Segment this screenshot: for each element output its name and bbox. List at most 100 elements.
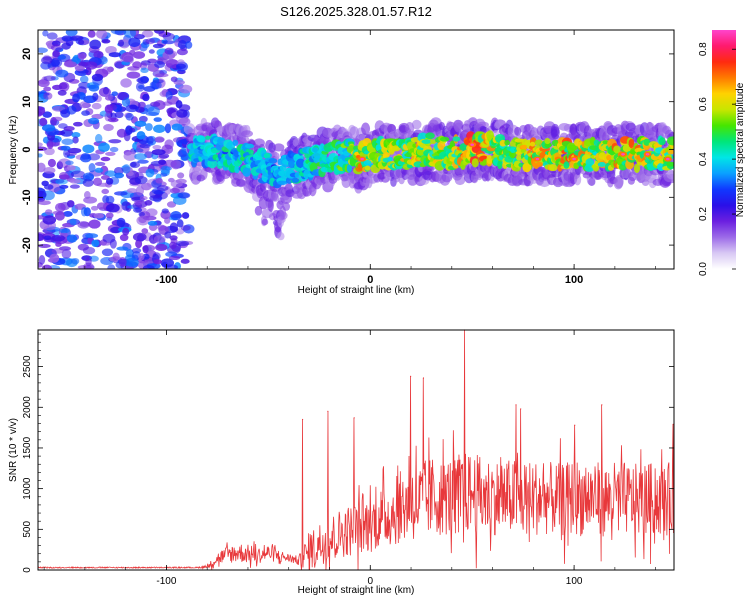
spectrogram-heatmap [38,30,674,269]
noise-blob [185,41,193,49]
noise-blob [126,71,141,79]
colorbar-ticks: 0.0 0.2 0.4 0.6 0.8 [698,42,736,276]
noise-blob [180,225,191,231]
ridge-blob [486,154,493,165]
noise-blob [101,39,111,44]
ridge-blob [248,149,254,155]
snr-spike-point [410,375,412,377]
ridge-blob [606,154,612,161]
noise-blob [101,188,110,195]
ridge-halo [276,211,288,220]
ridge-halo [239,135,250,142]
colorbar-tick-label: 0.6 [698,97,709,111]
ridge-halo [254,205,263,216]
ridge-blob [242,167,252,177]
noise-blob [58,123,68,129]
noise-blob [152,144,162,150]
ridge-halo [411,119,422,130]
noise-blob [104,170,117,177]
snr-y-tick-label: 2000 [22,396,33,419]
noise-blob [38,200,51,206]
noise-blob [168,255,181,261]
noise-blob [43,92,53,100]
noise-blob [57,89,67,96]
noise-blob [80,206,88,217]
ridge-blob [666,161,674,167]
noise-blob [79,75,89,84]
noise-blob [177,172,185,179]
noise-blob [136,131,146,140]
snr-spike-point [422,377,425,379]
noise-blob [122,164,131,174]
snr-y-tick-label: 2500 [22,355,33,378]
ridge-blob [234,165,240,174]
noise-blob [93,50,104,59]
noise-blob [112,252,120,261]
noise-blob [67,147,82,154]
noise-blob [61,249,72,259]
noise-blob [63,61,77,68]
ridge-blob [268,158,278,164]
noise-blob [137,76,149,84]
noise-blob [49,253,60,263]
noise-blob [169,241,177,250]
noise-blob [71,257,80,265]
noise-blob [100,156,111,162]
noise-blob [177,192,191,199]
noise-blob [109,146,119,153]
noise-blob [165,58,179,69]
noise-blob [57,54,67,60]
noise-blob [92,177,103,186]
ridge-blob [471,158,479,168]
spectrogram-x-tick-label: 0 [367,274,373,286]
noise-blob [162,159,177,168]
colorbar: 0.0 0.2 0.4 0.6 0.8 Normalized spectral ampl… [698,30,746,276]
noise-blob [154,30,165,34]
noise-blob [123,30,137,38]
noise-blob [114,191,128,196]
hot-spot-core [645,153,650,156]
snr-spike-point [353,417,355,419]
noise-blob [65,30,78,37]
ridge-blob [346,163,353,173]
ridge-blob [628,138,635,149]
noise-blob [177,149,187,158]
noise-blob [147,220,158,226]
noise-blob [38,243,51,248]
colorbar-tick-label: 0.4 [698,152,709,166]
noise-blob [88,162,96,173]
noise-blob [165,90,173,100]
noise-blob [181,212,190,219]
noise-blob [171,123,183,131]
spectrogram-x-axis-label: Height of straight line (km) [298,285,415,296]
noise-blob [145,136,154,144]
ridge-blob [667,149,674,155]
ridge-blob [232,139,239,146]
noise-blob [116,91,128,101]
ridge-halo [268,142,276,153]
noise-blob [119,234,129,242]
noise-blob [43,184,54,190]
spectrogram-y-axis-label: Frequency (Hz) [8,116,19,185]
noise-blob [141,30,154,38]
noise-blob [116,246,129,251]
noise-blob [139,143,151,149]
noise-blob [77,39,85,45]
snr-y-tick-label: 1500 [22,436,33,459]
noise-blob [44,147,55,156]
ridge-blob [277,180,288,186]
noise-blob [169,222,178,233]
noise-blob [49,57,63,68]
noise-blob [38,255,46,265]
ridge-halo [550,123,560,137]
noise-blob [153,259,162,265]
noise-blob [41,264,52,269]
noise-blob [42,30,49,37]
hot-spot-core [535,157,540,161]
ridge-blob [497,160,503,170]
noise-blob [98,142,110,152]
noise-blob [82,246,96,255]
noise-blob [51,234,66,242]
noise-blob [88,219,101,229]
noise-blob [94,167,104,173]
